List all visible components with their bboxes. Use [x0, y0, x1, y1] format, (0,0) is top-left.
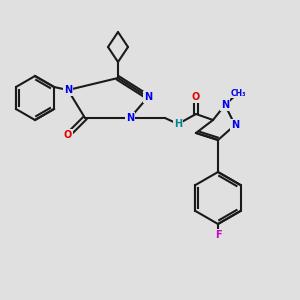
Text: O: O: [192, 92, 200, 102]
Text: N: N: [231, 120, 239, 130]
Text: H: H: [174, 119, 182, 129]
Text: O: O: [64, 130, 72, 140]
Text: N: N: [126, 113, 134, 123]
Text: CH₃: CH₃: [230, 88, 246, 98]
Text: N: N: [144, 92, 152, 102]
Text: F: F: [215, 230, 221, 240]
Text: N: N: [221, 100, 229, 110]
Text: N: N: [64, 85, 72, 95]
